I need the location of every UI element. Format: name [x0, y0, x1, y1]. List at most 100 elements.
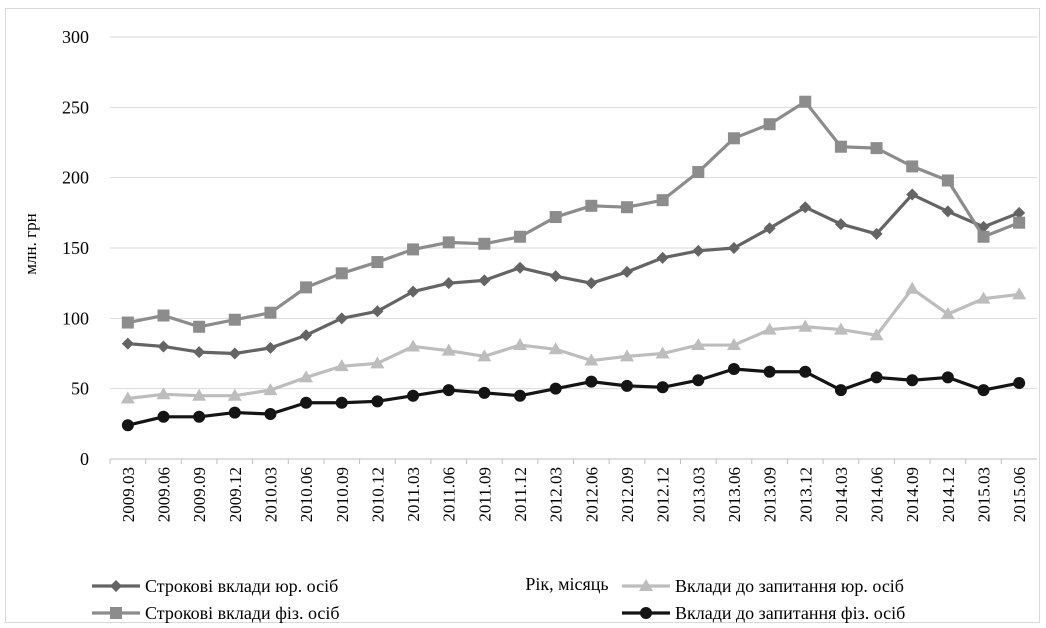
legend-label: Вклади до запитання фіз. осіб [675, 603, 905, 623]
x-tick-label: 2009.12 [226, 467, 245, 522]
data-point [229, 314, 241, 326]
data-point [1013, 377, 1025, 389]
data-point [300, 397, 312, 409]
data-point [371, 305, 383, 317]
data-point [657, 252, 669, 264]
data-point [550, 211, 562, 223]
data-point [871, 371, 883, 383]
data-point [585, 277, 597, 289]
data-point [300, 281, 312, 293]
data-point [514, 390, 526, 402]
data-point [692, 166, 704, 178]
series-line [128, 289, 1019, 399]
x-tick-label: 2013.06 [725, 467, 744, 522]
y-tick-label: 200 [62, 168, 89, 188]
data-point [478, 238, 490, 250]
data-point [193, 346, 205, 358]
x-axis-label: Рік, місяць [525, 574, 608, 594]
legend: Строкові вклади юр. осіб Вклади до запита… [92, 576, 905, 623]
x-tick-label: 2009.06 [154, 467, 173, 522]
data-point [122, 419, 134, 431]
series-2 [122, 96, 1025, 333]
data-point [942, 371, 954, 383]
data-point [229, 348, 241, 360]
data-point [407, 390, 419, 402]
x-tick-label: 2010.06 [297, 467, 316, 522]
x-tick-label: 2014.12 [939, 467, 958, 522]
data-point [871, 142, 883, 154]
y-axis-label: млн. грн [21, 213, 40, 274]
legend-marker [640, 607, 652, 619]
data-point [799, 366, 811, 378]
x-tick-label: 2013.09 [761, 467, 780, 522]
legend-marker [110, 580, 122, 592]
series-line [128, 195, 1019, 354]
data-point [942, 205, 954, 217]
data-point [371, 256, 383, 268]
data-point [692, 374, 704, 386]
data-point [621, 201, 633, 213]
y-tick-label: 250 [62, 97, 89, 117]
data-point [193, 321, 205, 333]
x-tick-label: 2009.03 [119, 467, 138, 522]
data-point [157, 411, 169, 423]
data-point [122, 317, 134, 329]
data-point [550, 383, 562, 395]
data-point [585, 200, 597, 212]
data-point [942, 174, 954, 186]
legend-item: Вклади до запитання юр. осіб [622, 576, 904, 596]
data-point [621, 266, 633, 278]
data-point [692, 245, 704, 257]
data-point [336, 267, 348, 279]
data-point [229, 407, 241, 419]
legend-item: Вклади до запитання фіз. осіб [622, 603, 905, 623]
x-tick-label: 2009.09 [190, 467, 209, 522]
x-tick-label: 2010.09 [333, 467, 352, 522]
legend-item: Строкові вклади юр. осіб [92, 576, 338, 596]
data-point [728, 363, 740, 375]
data-point [193, 411, 205, 423]
data-point [550, 270, 562, 282]
data-point [657, 194, 669, 206]
x-tick-label: 2011.09 [475, 467, 494, 522]
legend-marker [110, 607, 122, 619]
data-point [478, 387, 490, 399]
y-tick-label: 100 [62, 308, 89, 328]
data-point [621, 380, 633, 392]
data-point [978, 384, 990, 396]
data-point [514, 231, 526, 243]
legend-item: Строкові вклади фіз. осіб [92, 603, 340, 623]
data-point [443, 277, 455, 289]
x-tick-label: 2014.06 [868, 467, 887, 522]
data-point [336, 397, 348, 409]
series-1 [122, 189, 1025, 360]
data-point [906, 374, 918, 386]
y-tick-label: 150 [62, 238, 89, 258]
data-point [478, 274, 490, 286]
data-point [764, 366, 776, 378]
data-point [1013, 217, 1025, 229]
x-tick-label: 2015.06 [1010, 467, 1029, 522]
data-point [157, 340, 169, 352]
data-point [443, 384, 455, 396]
data-point [443, 236, 455, 248]
data-point [157, 310, 169, 322]
y-tick-label: 0 [80, 449, 89, 469]
data-point [264, 408, 276, 420]
series-line [128, 369, 1019, 425]
data-point [407, 243, 419, 255]
data-point [371, 395, 383, 407]
x-tick-label: 2011.06 [440, 467, 459, 522]
x-tick-label: 2011.03 [404, 467, 423, 522]
data-point [728, 132, 740, 144]
data-point [657, 381, 669, 393]
data-point [835, 384, 847, 396]
data-point [978, 231, 990, 243]
x-tick-label: 2014.09 [903, 467, 922, 522]
data-point [122, 338, 134, 350]
data-point [799, 96, 811, 108]
data-point [905, 282, 919, 294]
series-lines [121, 96, 1026, 432]
x-tick-label: 2012.09 [618, 467, 637, 522]
